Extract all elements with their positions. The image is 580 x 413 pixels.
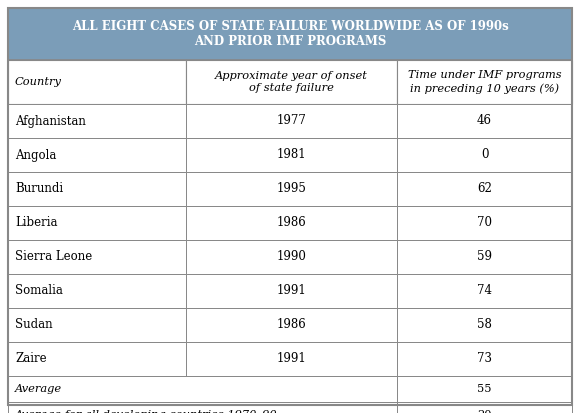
Bar <box>397 240 572 274</box>
Bar <box>397 172 572 206</box>
Text: ALL EIGHT CASES OF STATE FAILURE WORLDWIDE AS OF 1990s
AND PRIOR IMF PROGRAMS: ALL EIGHT CASES OF STATE FAILURE WORLDWI… <box>71 20 509 48</box>
Text: Somalia: Somalia <box>15 285 63 297</box>
Text: Average: Average <box>15 384 62 394</box>
Bar <box>397 342 572 376</box>
Bar <box>186 240 397 274</box>
Text: 1977: 1977 <box>277 114 306 128</box>
Bar <box>186 138 397 172</box>
Bar <box>397 402 572 413</box>
Text: 1990: 1990 <box>277 251 306 263</box>
Bar <box>8 342 186 376</box>
Text: Angola: Angola <box>15 149 56 161</box>
Text: Average for all developing countries 1970–90: Average for all developing countries 197… <box>15 410 278 413</box>
Text: Sudan: Sudan <box>15 318 53 332</box>
Text: 73: 73 <box>477 353 492 366</box>
Text: Zaire: Zaire <box>15 353 46 366</box>
Bar <box>8 308 186 342</box>
Bar <box>397 376 572 402</box>
Text: 46: 46 <box>477 114 492 128</box>
Bar <box>8 402 397 413</box>
Bar <box>8 104 186 138</box>
Text: Country: Country <box>15 77 62 87</box>
Bar <box>397 138 572 172</box>
Text: 58: 58 <box>477 318 492 332</box>
Text: 74: 74 <box>477 285 492 297</box>
Bar <box>8 376 397 402</box>
Bar <box>397 274 572 308</box>
Text: 20: 20 <box>477 410 492 413</box>
Text: Approximate year of onset
of state failure: Approximate year of onset of state failu… <box>215 71 368 93</box>
Bar <box>8 206 186 240</box>
Text: 1981: 1981 <box>277 149 306 161</box>
Text: Burundi: Burundi <box>15 183 63 195</box>
Text: 62: 62 <box>477 183 492 195</box>
Text: Sierra Leone: Sierra Leone <box>15 251 92 263</box>
Text: 1991: 1991 <box>277 285 306 297</box>
Bar <box>8 60 186 104</box>
Bar <box>397 206 572 240</box>
Bar <box>186 206 397 240</box>
Text: 1995: 1995 <box>277 183 306 195</box>
Text: Time under IMF programs
in preceding 10 years (%): Time under IMF programs in preceding 10 … <box>408 70 561 94</box>
Text: 1991: 1991 <box>277 353 306 366</box>
Bar <box>8 172 186 206</box>
Text: 0: 0 <box>481 149 488 161</box>
Text: Liberia: Liberia <box>15 216 57 230</box>
Bar <box>8 274 186 308</box>
Bar <box>186 60 397 104</box>
Text: Afghanistan: Afghanistan <box>15 114 86 128</box>
Text: 59: 59 <box>477 251 492 263</box>
Text: 55: 55 <box>477 384 492 394</box>
Text: 70: 70 <box>477 216 492 230</box>
Bar <box>397 308 572 342</box>
Text: 1986: 1986 <box>277 318 306 332</box>
Bar <box>8 138 186 172</box>
Text: 1986: 1986 <box>277 216 306 230</box>
Bar <box>397 104 572 138</box>
Bar <box>186 104 397 138</box>
Bar <box>186 308 397 342</box>
Bar <box>8 240 186 274</box>
Bar <box>186 274 397 308</box>
Bar <box>8 8 572 60</box>
Bar <box>186 342 397 376</box>
Bar <box>397 60 572 104</box>
Bar <box>186 172 397 206</box>
